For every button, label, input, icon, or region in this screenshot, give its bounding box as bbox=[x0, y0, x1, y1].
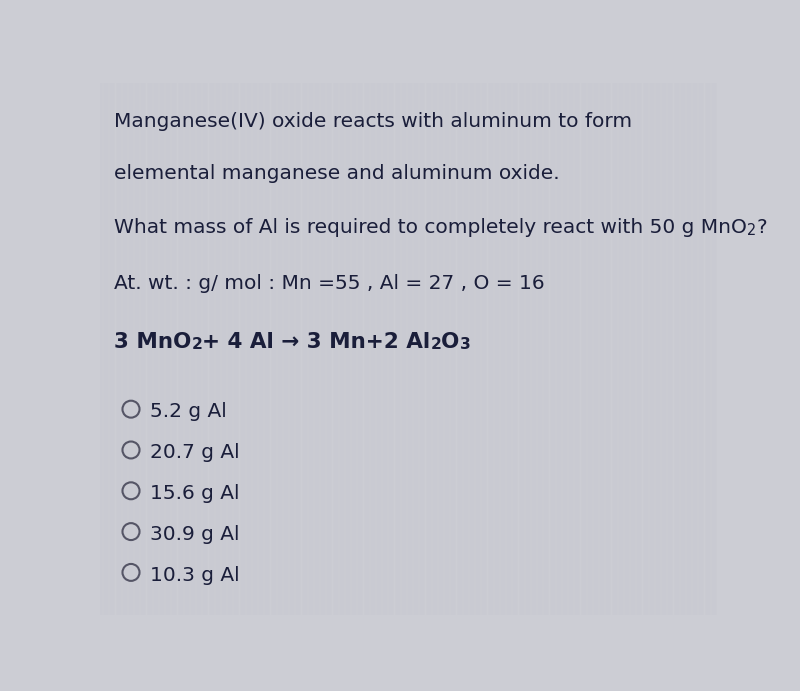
Text: + 4 Al → 3 Mn+2 Al: + 4 Al → 3 Mn+2 Al bbox=[202, 332, 430, 352]
Text: Manganese(IV) oxide reacts with aluminum to form: Manganese(IV) oxide reacts with aluminum… bbox=[114, 112, 632, 131]
Text: 20.7 g Al: 20.7 g Al bbox=[150, 444, 240, 462]
Text: 2: 2 bbox=[747, 223, 756, 238]
Text: 5.2 g Al: 5.2 g Al bbox=[150, 402, 227, 422]
Text: ?: ? bbox=[756, 218, 766, 237]
Text: 2: 2 bbox=[191, 337, 202, 352]
Text: 2: 2 bbox=[430, 337, 442, 352]
Text: What mass of Al is required to completely react with 50 g MnO: What mass of Al is required to completel… bbox=[114, 218, 747, 237]
Text: At. wt. : g/ mol : Mn =55 , Al = 27 , O = 16: At. wt. : g/ mol : Mn =55 , Al = 27 , O … bbox=[114, 274, 545, 293]
Text: 30.9 g Al: 30.9 g Al bbox=[150, 525, 240, 544]
Text: 3 MnO: 3 MnO bbox=[114, 332, 191, 352]
Text: 15.6 g Al: 15.6 g Al bbox=[150, 484, 240, 503]
Text: O: O bbox=[442, 332, 459, 352]
Text: 10.3 g Al: 10.3 g Al bbox=[150, 566, 240, 585]
Text: elemental manganese and aluminum oxide.: elemental manganese and aluminum oxide. bbox=[114, 164, 559, 183]
Text: 3: 3 bbox=[459, 337, 470, 352]
